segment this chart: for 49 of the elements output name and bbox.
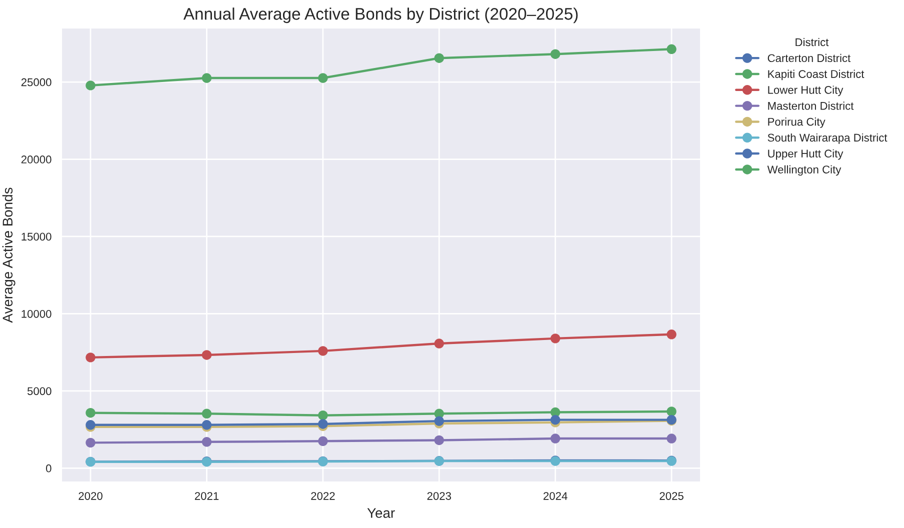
legend-label: Wellington City — [767, 165, 842, 176]
point — [550, 334, 560, 344]
point — [318, 419, 328, 429]
point — [550, 49, 560, 59]
x-tick-label: 2023 — [427, 492, 452, 500]
legend-label: Carterton District — [768, 54, 851, 62]
y-tick-label: 5000 — [27, 387, 52, 396]
point — [550, 414, 560, 425]
y-tick-label: 25000 — [21, 78, 52, 86]
point — [86, 352, 96, 362]
point — [434, 416, 444, 426]
point — [202, 408, 212, 419]
y-tick-label: 20000 — [21, 156, 52, 164]
point — [434, 435, 444, 446]
x-tick-label: 2021 — [194, 492, 219, 500]
x-axis-title: Year — [367, 508, 395, 518]
x-tick-label: 2024 — [544, 492, 568, 500]
point — [86, 80, 96, 90]
x-tick-label: 2022 — [311, 492, 335, 500]
legend-label: South Wairarapa District — [768, 133, 888, 144]
point — [666, 406, 676, 416]
point — [318, 410, 328, 420]
point — [666, 434, 676, 444]
point — [202, 73, 212, 83]
legend-label: Upper Hutt City — [768, 149, 844, 160]
point — [202, 350, 212, 360]
y-axis-title: Average Active Bonds — [2, 188, 16, 323]
y-tick-label: 0 — [46, 464, 52, 472]
y-tick-label: 10000 — [22, 310, 52, 318]
point — [318, 436, 328, 446]
point — [434, 53, 444, 63]
x-tick-label: 2025 — [660, 492, 684, 500]
legend-label: Kapiti Coast District — [768, 70, 864, 80]
legend-title: District — [796, 38, 829, 46]
point — [318, 346, 328, 356]
point — [550, 434, 560, 444]
x-tick-label: 2020 — [78, 492, 102, 500]
point — [666, 44, 676, 54]
point — [666, 330, 676, 340]
point — [86, 408, 96, 418]
point — [202, 437, 212, 447]
chart-title: Annual Average Active Bonds by District (2020–2025) — [183, 8, 578, 24]
point — [318, 73, 328, 83]
y-tick-label: 15000 — [22, 232, 52, 241]
point — [434, 338, 444, 348]
point — [86, 438, 96, 448]
legend-label: Masterton District — [768, 102, 854, 110]
legend-label: Lower Hutt City — [768, 86, 844, 96]
legend-label: Porirua City — [768, 118, 826, 128]
